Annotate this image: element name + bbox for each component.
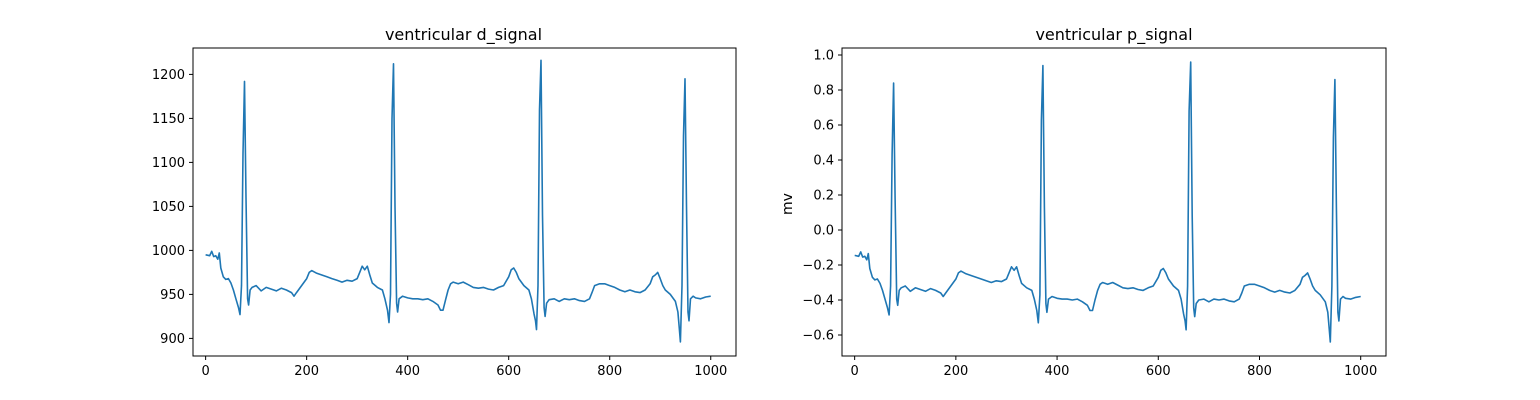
y-tick-label: 0.6 [813, 119, 834, 134]
y-tick-label: 1000 [152, 244, 185, 259]
plot-area [205, 59, 711, 343]
tick-group: 0 200 400 600 800 1000 −0.6 −0.4 −0.2 0.0 0.2 0.4 0.… [802, 49, 1377, 380]
y-tick-label: 0.2 [813, 189, 834, 204]
x-tick-label: 0 [201, 364, 209, 379]
chart-ventricular-p-signal: ventricular p_signal mv 0 200 400 600 800 100… [780, 25, 1387, 380]
series-line [205, 59, 711, 343]
y-axis-label: mv [780, 193, 796, 215]
x-tick-label: 600 [496, 364, 521, 379]
x-tick-label: 1000 [694, 364, 727, 379]
y-tick-label: 1100 [152, 156, 185, 171]
y-tick-label: −0.2 [802, 259, 834, 274]
y-tick-label: 900 [160, 332, 185, 347]
x-tick-label: 200 [294, 364, 319, 379]
plot-area [854, 61, 1361, 343]
y-tick-label: 0.4 [813, 154, 834, 169]
x-tick-label: 400 [395, 364, 420, 379]
series-line [854, 61, 1361, 343]
y-tick-label: 0.0 [813, 224, 834, 239]
x-tick-label: 800 [1247, 364, 1272, 379]
y-tick-label: 950 [160, 288, 185, 303]
y-tick-label: 1050 [152, 200, 185, 215]
axes-frame [192, 47, 737, 357]
tick-group: 0 200 400 600 800 1000 900 950 1000 1050 1100 1150 1… [152, 68, 727, 379]
chart-title: ventricular d_signal [385, 25, 542, 45]
y-tick-label: 1.0 [813, 49, 834, 64]
x-tick-label: 200 [943, 364, 968, 379]
chart-title: ventricular p_signal [1035, 25, 1192, 45]
y-tick-label: 1150 [152, 112, 185, 127]
x-tick-label: 400 [1045, 364, 1070, 379]
axes-frame [841, 47, 1387, 357]
x-tick-label: 600 [1146, 364, 1171, 379]
x-tick-label: 1000 [1344, 364, 1377, 379]
x-tick-label: 800 [597, 364, 622, 379]
chart-ventricular-d-signal: ventricular d_signal 0 200 400 600 800 1000 90… [152, 25, 737, 379]
x-tick-label: 0 [851, 364, 859, 379]
y-tick-label: 1200 [152, 68, 185, 83]
y-tick-label: −0.4 [802, 294, 834, 309]
y-tick-label: −0.6 [802, 329, 834, 344]
y-tick-label: 0.8 [813, 84, 834, 99]
